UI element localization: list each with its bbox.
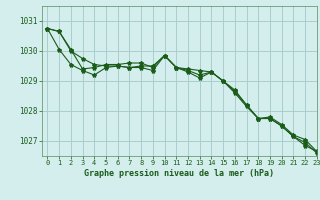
- X-axis label: Graphe pression niveau de la mer (hPa): Graphe pression niveau de la mer (hPa): [84, 169, 274, 178]
